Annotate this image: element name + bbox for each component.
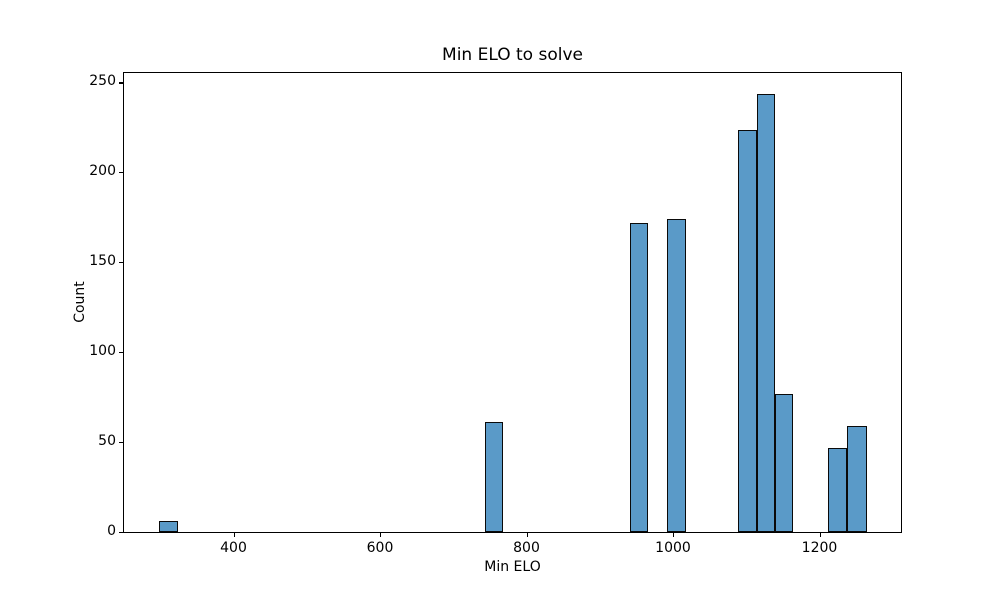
- x-tick-mark: [233, 533, 235, 537]
- x-tick-label: 800: [513, 540, 540, 556]
- y-tick-label: 50: [98, 432, 116, 449]
- y-tick-label: 150: [89, 253, 116, 269]
- y-tick-mark: [119, 172, 123, 174]
- plot-area: [123, 72, 902, 533]
- histogram-bar: [666, 219, 686, 532]
- histogram-bar: [737, 129, 757, 532]
- histogram-bar: [775, 393, 794, 532]
- y-tick-mark: [119, 262, 123, 264]
- y-tick-mark: [119, 441, 123, 443]
- x-tick-label: 1200: [801, 540, 838, 556]
- x-tick-mark: [380, 533, 382, 537]
- y-tick-label: 0: [107, 522, 116, 539]
- y-tick-mark: [119, 351, 123, 354]
- histogram-bar: [629, 223, 649, 532]
- y-tick-label: 200: [89, 163, 116, 180]
- x-tick-mark: [526, 533, 528, 537]
- y-tick-mark: [119, 531, 123, 533]
- y-tick-label: 250: [89, 73, 116, 90]
- y-axis-label: Count: [72, 281, 88, 323]
- x-tick-label: 1000: [655, 540, 691, 556]
- histogram-bar: [159, 521, 178, 532]
- y-tick-label: 100: [89, 342, 116, 359]
- chart-title: Min ELO to solve: [442, 45, 583, 65]
- histogram-bar: [757, 93, 776, 532]
- histogram-bar: [847, 426, 867, 532]
- x-tick-label: 600: [366, 540, 394, 556]
- x-tick-label: 400: [220, 540, 247, 556]
- histogram-bar: [828, 447, 848, 532]
- x-tick-mark: [673, 533, 675, 537]
- x-tick-mark: [819, 533, 821, 537]
- y-tick-mark: [119, 82, 123, 84]
- x-axis-label: Min ELO: [484, 559, 541, 575]
- histogram-bar: [484, 422, 504, 532]
